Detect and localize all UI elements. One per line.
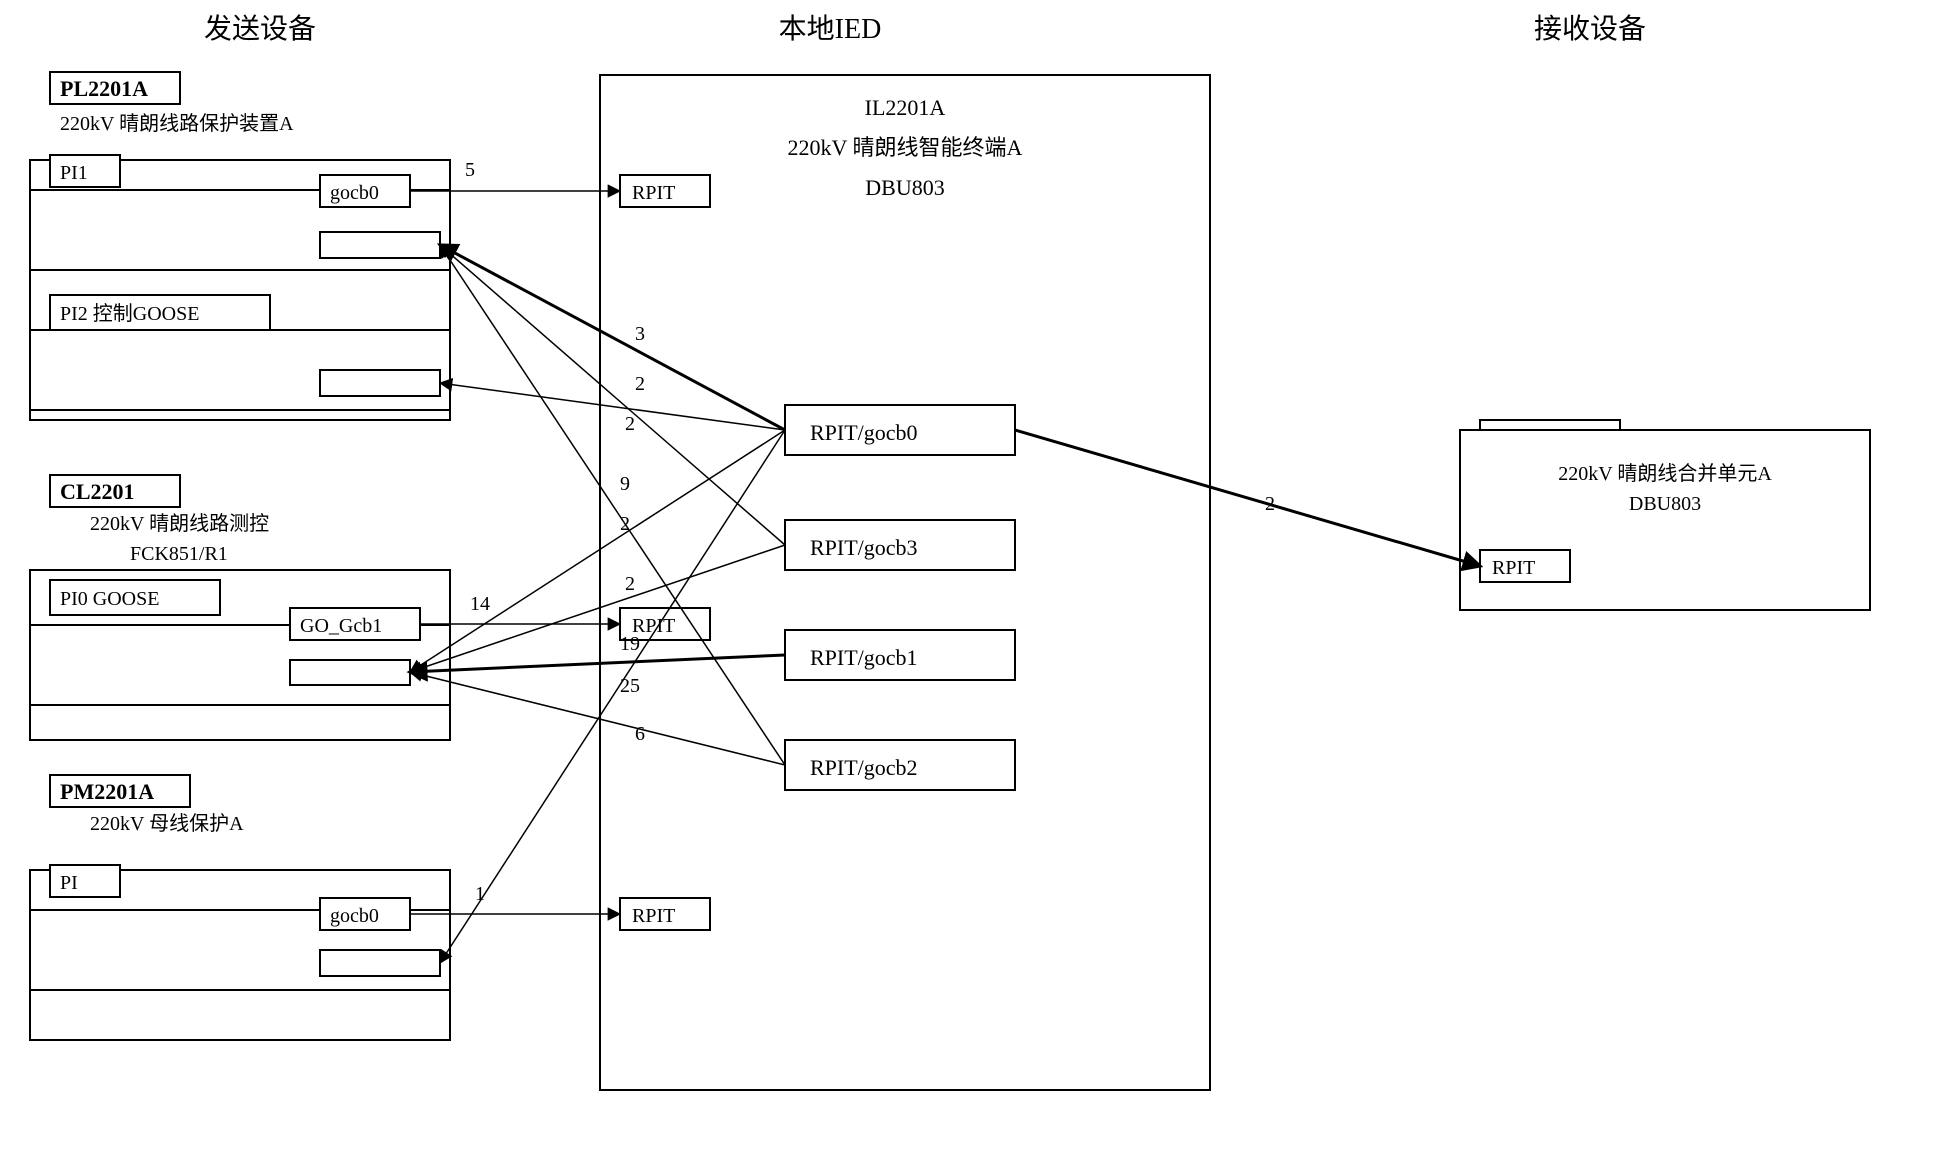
edge-label-g0-pl_slot0: 3 — [635, 323, 645, 345]
device-PL2201A: PL2201A 220kV 晴朗线路保护装置A PI1 gocb0 PI2 控制… — [30, 72, 450, 420]
port-PI1-label: PI1 — [60, 162, 88, 184]
edge-label-pm_gocb-rpit2: 1 — [475, 883, 485, 905]
edge-label-g3-pl_slot0: 2 — [625, 413, 635, 435]
device-IL2201A: IL2201A 220kV 晴朗线智能终端A DBU803 RPIT RPIT … — [600, 75, 1210, 1090]
device-CL2201: CL2201 220kV 晴朗线路测控 FCK851/R1 PI0 GOOSE … — [30, 475, 450, 740]
center-title-3: DBU803 — [865, 175, 944, 200]
device-desc1: 220kV 晴朗线路测控 — [90, 512, 269, 535]
rpit-in-0-label: RPIT — [632, 182, 675, 204]
gocb-out-0-label: RPIT/gocb0 — [810, 420, 918, 445]
header-label: PL2201A — [60, 76, 148, 101]
right-desc2: DBU803 — [1629, 493, 1701, 515]
edge-label-g0-pm_slot: 6 — [635, 723, 645, 745]
edge-label-g3-cl_slot: 2 — [625, 573, 635, 595]
gocb-out-3-label: RPIT/gocb2 — [810, 755, 918, 780]
port-PI0-slot — [290, 660, 410, 685]
center-outer — [600, 75, 1210, 1090]
edge-label-cl_gocb-rpit1: 14 — [470, 593, 490, 615]
right-rpit-label: RPIT — [1492, 557, 1535, 579]
port-PI-gocb-label: gocb0 — [330, 905, 379, 927]
gocb-out-2-label: RPIT/gocb1 — [810, 645, 918, 670]
device-desc: 220kV 母线保护A — [90, 812, 244, 835]
edge-label-g0-ml_rpit: 2 — [1265, 493, 1275, 515]
center-title-1: IL2201A — [865, 95, 946, 120]
port-PI-label: PI — [60, 872, 78, 894]
device-ML2201A: ML2201A 220kV 晴朗线合并单元A DBU803 RPIT — [1460, 420, 1870, 610]
port-PI0-gocb-label: GO_Gcb1 — [300, 615, 382, 637]
edge-label-g1-cl_slot: 19 — [620, 633, 640, 655]
col-title-center: 本地IED — [779, 13, 882, 45]
port-PI1-slot — [320, 232, 440, 258]
edge-label-g0-cl_slot: 9 — [620, 473, 630, 495]
device-desc2: FCK851/R1 — [130, 543, 228, 565]
rpit-in-2-label: RPIT — [632, 905, 675, 927]
port-PI0-label: PI0 GOOSE — [60, 588, 159, 610]
col-title-right: 接收设备 — [1534, 13, 1646, 45]
port-PI2-slot — [320, 370, 440, 396]
edge-label-g2-cl_slot: 25 — [620, 675, 640, 697]
center-title-2: 220kV 晴朗线智能终端A — [788, 135, 1023, 160]
edge-label-pl_gocb0-rpit0: 5 — [465, 159, 475, 181]
header-label: PM2201A — [60, 779, 154, 804]
device-desc: 220kV 晴朗线路保护装置A — [60, 112, 294, 135]
edge-label-g2-pl_slot0: 2 — [620, 513, 630, 535]
port-PI-slot — [320, 950, 440, 976]
port-PI1-gocb-label: gocb0 — [330, 182, 379, 204]
header-label: CL2201 — [60, 479, 135, 504]
edge-label-g0-pl_slot1: 2 — [635, 373, 645, 395]
port-PI2-label: PI2 控制GOOSE — [60, 302, 199, 325]
right-desc1: 220kV 晴朗线合并单元A — [1558, 462, 1772, 485]
col-title-left: 发送设备 — [204, 13, 316, 45]
device-PM2201A: PM2201A 220kV 母线保护A PI gocb0 — [30, 775, 450, 1040]
diagram-canvas: 发送设备 本地IED 接收设备 PL2201A 220kV 晴朗线路保护装置A … — [0, 0, 1936, 1152]
gocb-out-1-label: RPIT/gocb3 — [810, 535, 918, 560]
